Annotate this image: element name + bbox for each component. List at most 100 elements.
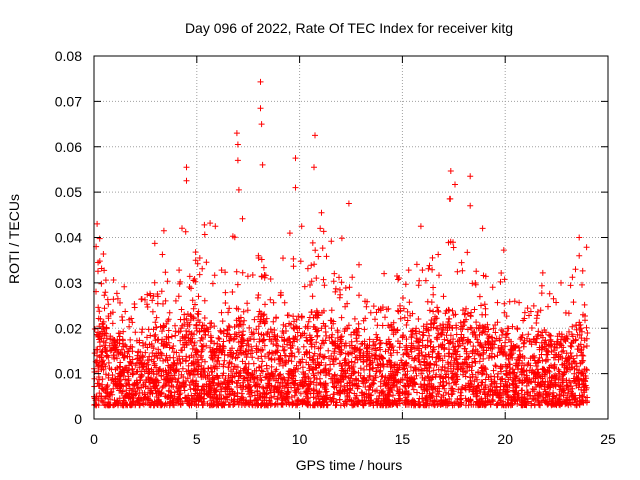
data-point	[558, 279, 564, 286]
data-point	[152, 331, 159, 338]
data-point	[568, 364, 575, 371]
data-point	[499, 332, 505, 338]
data-point	[473, 319, 480, 326]
data-point	[560, 392, 567, 399]
data-point	[99, 348, 106, 354]
data-point	[370, 402, 377, 409]
data-point	[530, 302, 537, 309]
data-point	[476, 293, 483, 300]
data-point	[207, 332, 214, 339]
x-axis-tick-labels: 0 5 10 15 20 25	[90, 431, 616, 447]
data-point	[222, 300, 229, 306]
data-point	[542, 368, 549, 375]
data-point	[256, 308, 263, 315]
data-point	[274, 395, 281, 402]
data-point	[366, 336, 373, 343]
data-point	[174, 379, 181, 386]
data-point	[488, 378, 495, 385]
data-point	[440, 382, 447, 389]
data-point	[440, 293, 447, 300]
data-point	[221, 357, 228, 364]
data-point	[472, 280, 479, 286]
data-point	[463, 348, 470, 355]
data-point	[583, 244, 590, 251]
data-point	[334, 342, 341, 349]
data-point	[235, 373, 242, 380]
data-point	[215, 354, 222, 361]
data-point	[426, 262, 433, 269]
data-point	[178, 398, 184, 405]
data-point	[120, 328, 127, 335]
data-point	[105, 374, 112, 381]
data-point	[452, 355, 459, 362]
data-point	[176, 267, 183, 274]
data-point	[260, 337, 267, 344]
data-point	[379, 372, 386, 379]
data-point	[403, 336, 410, 343]
data-point	[286, 230, 293, 237]
data-point	[576, 327, 583, 333]
data-point	[148, 377, 155, 384]
data-point	[338, 314, 345, 321]
data-point	[182, 339, 189, 346]
data-point	[119, 400, 126, 407]
data-point	[334, 329, 341, 336]
data-point	[538, 290, 545, 297]
data-point	[191, 339, 198, 346]
data-point	[583, 394, 590, 401]
data-point	[346, 396, 353, 403]
data-point	[411, 357, 417, 364]
data-point	[315, 253, 322, 260]
data-point	[568, 388, 574, 395]
data-point	[258, 363, 265, 370]
data-point	[467, 312, 474, 319]
data-point	[400, 351, 407, 358]
data-point	[448, 385, 455, 392]
data-point	[320, 354, 327, 361]
data-point	[371, 351, 378, 358]
data-point	[394, 349, 401, 356]
data-point	[308, 278, 315, 285]
data-point	[433, 371, 440, 378]
data-point	[500, 328, 506, 335]
data-point	[131, 380, 138, 387]
data-point	[207, 338, 214, 345]
data-point	[478, 371, 485, 378]
data-point	[380, 395, 387, 402]
data-point	[480, 272, 487, 279]
data-point	[207, 344, 214, 351]
data-point	[412, 401, 419, 408]
data-point	[341, 357, 348, 364]
data-point	[114, 337, 121, 344]
data-point	[141, 389, 148, 396]
data-point	[95, 368, 102, 375]
data-point	[313, 339, 320, 346]
data-point	[131, 392, 137, 399]
data-point	[464, 339, 471, 346]
data-point	[460, 307, 466, 314]
data-point	[209, 356, 216, 363]
data-point	[234, 141, 241, 148]
data-point	[160, 376, 167, 383]
data-point	[373, 336, 380, 343]
data-point	[147, 401, 154, 408]
data-point	[190, 394, 197, 401]
data-point	[229, 388, 236, 395]
data-point	[577, 399, 584, 405]
data-point	[104, 382, 111, 389]
data-point	[259, 346, 266, 353]
data-point	[445, 316, 452, 322]
data-point	[384, 361, 391, 368]
data-point	[480, 351, 487, 358]
data-point	[119, 388, 126, 395]
data-point	[195, 317, 202, 324]
data-point	[320, 228, 327, 235]
data-point	[374, 322, 381, 329]
data-point	[259, 368, 266, 375]
data-point	[462, 395, 469, 402]
data-point	[578, 397, 585, 404]
data-point	[297, 332, 304, 339]
data-point	[300, 343, 307, 350]
data-point	[261, 272, 268, 278]
data-point	[402, 281, 409, 288]
